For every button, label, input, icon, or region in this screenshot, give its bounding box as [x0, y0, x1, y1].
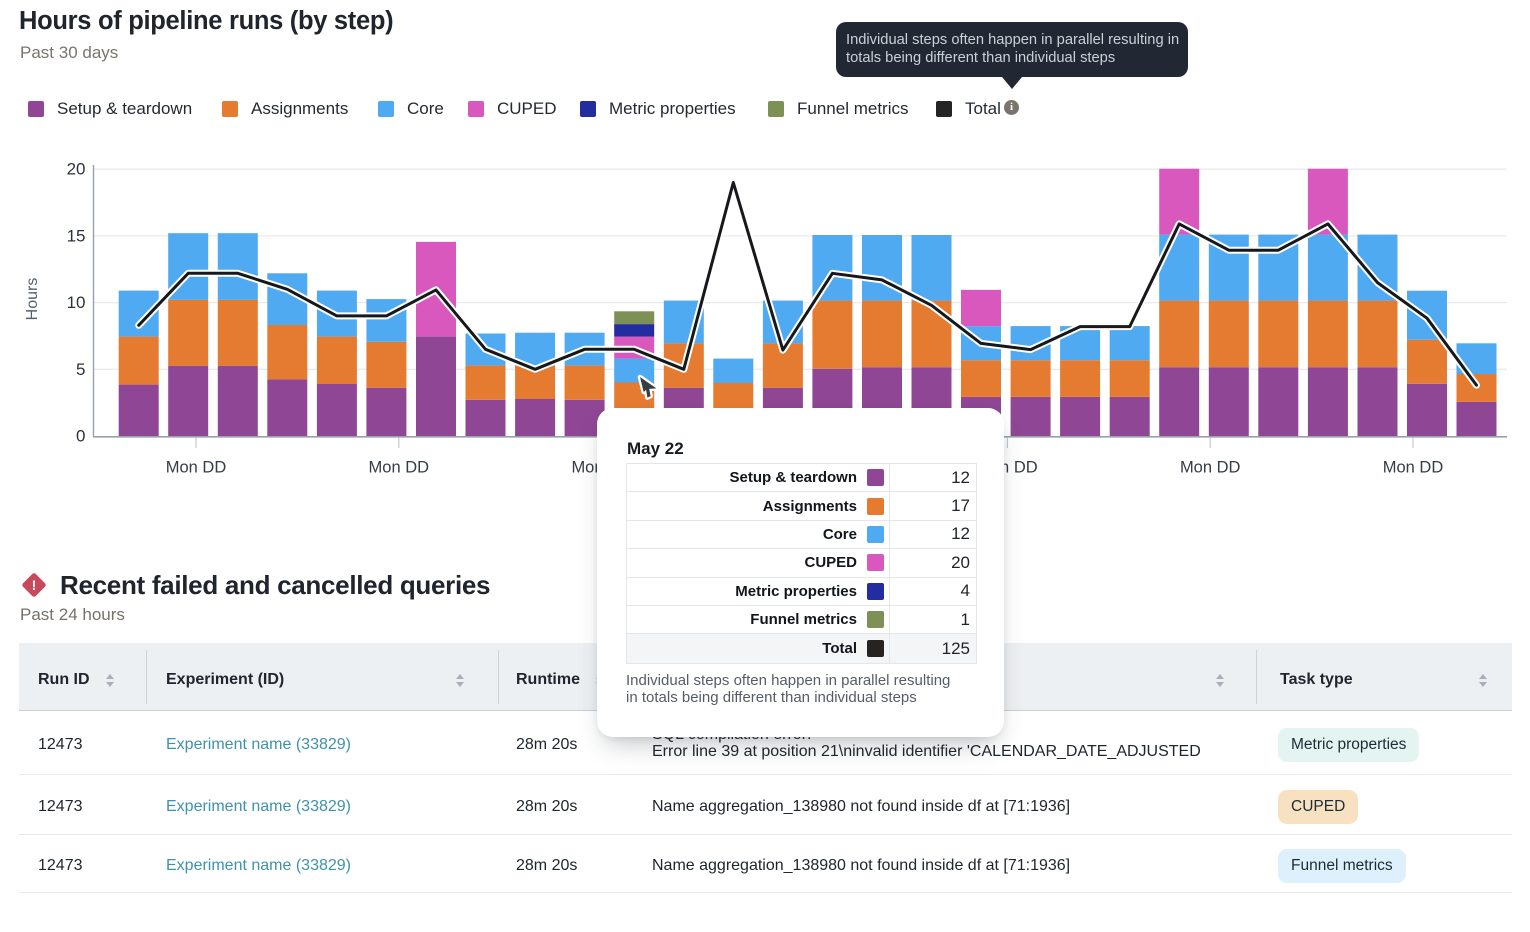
- svg-text:Mon DD: Mon DD: [369, 459, 430, 477]
- svg-text:Mon DD: Mon DD: [166, 459, 227, 477]
- svg-text:0: 0: [76, 427, 85, 446]
- svg-text:Mon DD: Mon DD: [1180, 459, 1241, 477]
- svg-text:10: 10: [67, 293, 86, 312]
- svg-text:5: 5: [76, 360, 85, 379]
- svg-text:20: 20: [67, 160, 86, 179]
- svg-text:15: 15: [67, 226, 86, 245]
- svg-text:Mon DD: Mon DD: [1383, 459, 1444, 477]
- svg-text:Hours: Hours: [24, 278, 41, 321]
